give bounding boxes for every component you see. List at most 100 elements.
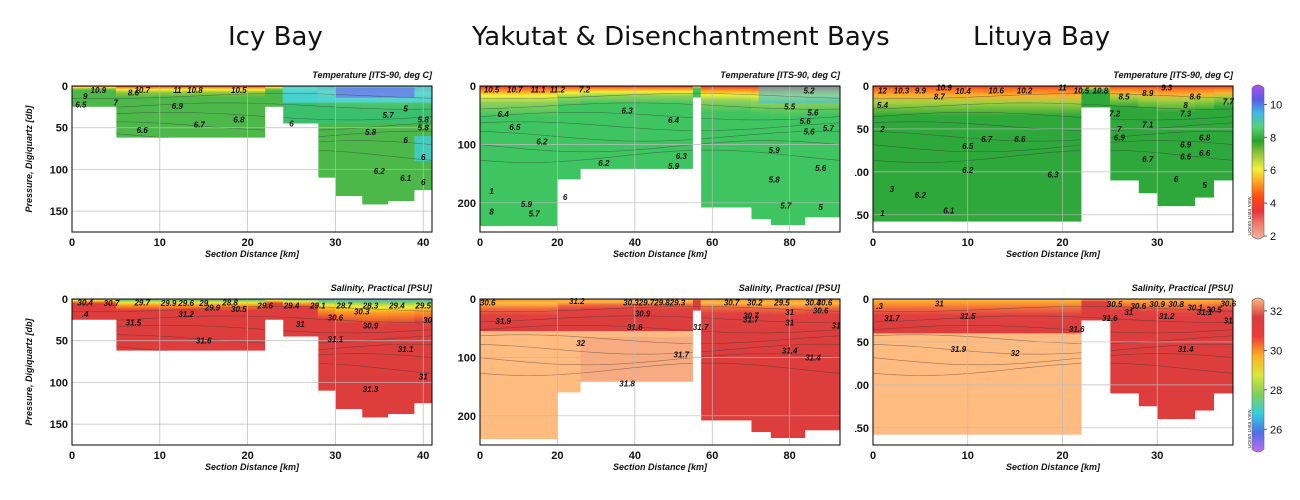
seafloor-mask (692, 310, 702, 445)
x-tick-label: 0 (477, 237, 483, 249)
x-tick-label: 10 (962, 450, 974, 462)
y-tick-label: 150 (50, 419, 68, 431)
y-tick-label: 50 (857, 124, 869, 136)
contour-label: 5.7 (383, 111, 395, 120)
contour-label: 5 (818, 203, 823, 212)
seafloor-mask (770, 224, 806, 232)
contour-label: 28.8 (221, 298, 238, 307)
contour-label: 5.9 (769, 146, 781, 155)
y-tick-label: 100 (50, 164, 68, 176)
contour-label: 29.4 (388, 302, 405, 311)
column-title-lituya-bay: Lituya Bay (973, 22, 1111, 52)
contour-label: 5.8 (418, 115, 430, 124)
x-axis-label: Section Distance [km] (1006, 462, 1101, 472)
water-column (480, 86, 493, 227)
seafloor-mask (317, 390, 336, 445)
y-tick-label: 0 (62, 294, 68, 306)
contour-label: 30.1 (1187, 304, 1203, 313)
colorbar-tick-label: 6 (1270, 165, 1276, 177)
x-tick-label: 40 (417, 450, 429, 462)
contour-label: 31.4 (782, 346, 798, 355)
contour-label: 6.2 (915, 191, 927, 200)
contour-line (72, 315, 432, 323)
chart-icy-bay-temperature: Temperature [ITS-90, deg C] 10.7 11 10.8 10.… (24, 70, 433, 259)
contour-label: 31.2 (178, 310, 194, 319)
panel-title: Salinity, Practical [PSU] (1132, 283, 1234, 293)
contour-label: 7.2 (1109, 109, 1121, 118)
contour-label: 6 (289, 120, 294, 129)
contour-label: 6.3 (1047, 170, 1059, 179)
contour-label: 28.3 (362, 302, 379, 311)
mid-salinity-region (580, 336, 693, 381)
contour-label: 31 (785, 318, 794, 327)
x-tick-label: 20 (1056, 237, 1068, 249)
water-column (1157, 86, 1196, 207)
water-column (580, 86, 694, 169)
contour-label: 8 (489, 208, 494, 217)
colorbar-gradient (1251, 84, 1265, 240)
seafloor-mask (491, 439, 558, 445)
cold-surface-region (758, 86, 840, 104)
contour-line (873, 140, 1233, 153)
contour-label: 10.9 (91, 86, 107, 95)
contour-label: 5.7 (529, 209, 541, 218)
x-tick-label: 10 (154, 237, 166, 249)
contour-label: 30 (423, 316, 432, 325)
seafloor-mask (1081, 107, 1111, 232)
seafloor-mask (1138, 406, 1158, 445)
contour-label: 11.2 (550, 86, 566, 95)
cold-core-region (335, 87, 415, 98)
contour-label: 31.7 (674, 350, 690, 359)
x-tick-label: 0 (69, 450, 75, 462)
contour-label: 5.7 (823, 124, 835, 133)
contour-label: 6.3 (622, 107, 634, 116)
x-tick-label: 30 (1151, 237, 1163, 249)
contour-label: 7.7 (1223, 97, 1235, 106)
seafloor-mask (1214, 180, 1233, 232)
contour-label: 32 (576, 339, 585, 348)
seafloor-mask (692, 97, 702, 232)
seafloor-mask (388, 201, 415, 232)
contour-label: 30.5 (1107, 300, 1123, 309)
contour-line (72, 334, 432, 344)
contour-label: 30.9 (635, 310, 651, 319)
contour-label: 30.2 (747, 299, 763, 308)
contour-label: 30.6 (480, 299, 496, 308)
contour-line (480, 102, 840, 110)
contour-label: 6.6 (1180, 152, 1192, 161)
y-tick-label: 150 (50, 206, 68, 218)
seafloor-mask (1081, 320, 1111, 445)
contour-line (480, 315, 840, 323)
water-column (265, 299, 284, 320)
y-tick-label: 0 (863, 81, 869, 93)
contour-line (72, 93, 432, 99)
water-column (805, 299, 840, 431)
contour-label: 31.7 (693, 323, 709, 332)
contour-label: 31.4 (805, 353, 821, 362)
contour-label: 6.6 (1014, 135, 1026, 144)
x-tick-label: 80 (784, 450, 796, 462)
contour-label: 31.6 (1102, 314, 1118, 323)
seafloor-mask (480, 226, 493, 232)
contour-label: 5.9 (668, 162, 680, 171)
contour-label: 6.2 (536, 137, 548, 146)
x-tick-label: 0 (69, 237, 75, 249)
contour-label: 30.6 (1130, 302, 1146, 311)
plot-frame (479, 298, 841, 446)
contour-label: 8.6 (1190, 92, 1202, 101)
seafloor-mask (480, 439, 493, 445)
contour-label: 29.7 (133, 298, 150, 307)
x-axis-label: Section Distance [km] (205, 249, 300, 259)
contour-label: 31.6 (196, 337, 212, 346)
contour-label: 6.6 (137, 126, 149, 135)
seafloor-mask (491, 226, 558, 232)
water-column (1138, 299, 1158, 407)
seafloor-mask (361, 417, 389, 445)
chart-yakutat-temperature: Temperature [ITS-90, deg C]10.5 10.7 11.1 1… (458, 70, 841, 259)
colorbar-tick-label: 2 (1270, 231, 1276, 242)
contour-line (480, 130, 840, 142)
water-column (317, 299, 336, 391)
y-axis-label: Pressure, Digiquartz [db] (24, 104, 34, 212)
contour-label: 1 (880, 209, 885, 218)
panel-title: Temperature [ITS-90, deg C] (1113, 70, 1234, 80)
